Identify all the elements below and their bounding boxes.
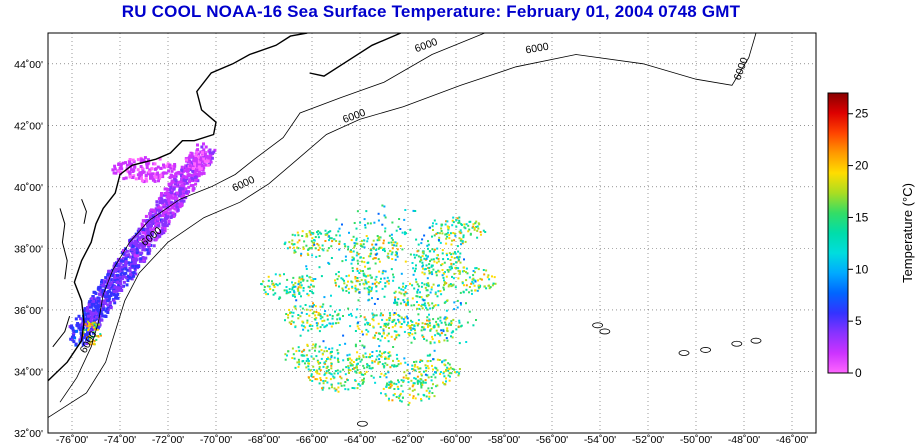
longitude-labels: -76˚00' -74˚00' -72˚00' -70˚00' -68˚00' -66˚0… bbox=[56, 434, 808, 446]
lat-tick-label: 34˚00' bbox=[14, 366, 43, 378]
depth-contours bbox=[48, 33, 757, 418]
lon-tick-label: -58˚00' bbox=[488, 434, 520, 446]
sst-data-layer bbox=[68, 142, 497, 406]
lat-tick-label: 36˚00' bbox=[14, 305, 43, 317]
colorbar-ticks: 0 5 10 15 20 25 bbox=[848, 107, 869, 380]
bay-outline bbox=[59, 208, 68, 280]
lon-tick-label: -46˚00' bbox=[776, 434, 808, 446]
island-outline bbox=[750, 337, 762, 344]
lon-tick-label: -66˚00' bbox=[296, 434, 328, 446]
temperature-colorbar: 0 5 10 15 20 25 Temperature (°C) bbox=[827, 92, 915, 380]
colorbar-tick-label: 20 bbox=[855, 159, 869, 173]
map-frame bbox=[47, 32, 817, 434]
lat-tick-label: 40˚00' bbox=[14, 182, 43, 194]
slope-contour bbox=[48, 33, 757, 418]
lon-tick-label: -62˚00' bbox=[392, 434, 424, 446]
island-outline bbox=[592, 322, 603, 329]
colorbar-tick-label: 5 bbox=[855, 314, 862, 328]
lon-tick-label: -50˚00' bbox=[680, 434, 712, 446]
bay-outline bbox=[52, 315, 71, 348]
lon-tick-label: -64˚00' bbox=[344, 434, 376, 446]
lon-tick-label: -54˚00' bbox=[584, 434, 616, 446]
lon-tick-label: -72˚00' bbox=[152, 434, 184, 446]
lon-tick-label: -48˚00' bbox=[728, 434, 760, 446]
lat-tick-label: 38˚00' bbox=[14, 243, 43, 255]
island-outline bbox=[678, 350, 690, 356]
map-title: RU COOL NOAA-16 Sea Surface Temperature:… bbox=[121, 2, 741, 21]
island-outline bbox=[700, 347, 711, 353]
lon-tick-label: -60˚00' bbox=[440, 434, 472, 446]
colorbar-title: Temperature (°C) bbox=[900, 183, 915, 283]
island-outline bbox=[731, 340, 743, 347]
colorbar-gradient bbox=[827, 92, 849, 374]
lat-tick-label: 44˚00' bbox=[14, 59, 43, 71]
lon-tick-label: -74˚00' bbox=[104, 434, 136, 446]
bay-outline bbox=[81, 199, 87, 224]
colorbar-tick-label: 25 bbox=[855, 107, 869, 121]
us-east-coastline bbox=[48, 33, 308, 382]
island-outline bbox=[599, 328, 611, 335]
latitude-labels: 32˚00' 34˚00' 36˚00' 38˚00' 40˚00' 42˚00' 44˚0… bbox=[14, 59, 43, 440]
lon-tick-label: -56˚00' bbox=[536, 434, 568, 446]
contour-label: 6000 bbox=[525, 41, 550, 57]
colorbar-tick-label: 10 bbox=[855, 262, 869, 276]
lon-tick-label: -70˚00' bbox=[200, 434, 232, 446]
nova-scotia-coastline bbox=[309, 33, 402, 77]
lon-tick-label: -68˚00' bbox=[248, 434, 280, 446]
colorbar-tick-label: 15 bbox=[855, 210, 869, 224]
island-outline bbox=[356, 420, 368, 427]
coastline bbox=[48, 33, 762, 427]
lon-tick-label: -52˚00' bbox=[632, 434, 664, 446]
shelf-contour bbox=[59, 33, 485, 403]
lat-tick-label: 32˚00' bbox=[14, 428, 43, 440]
lon-tick-label: -76˚00' bbox=[56, 434, 88, 446]
colorbar-tick-label: 0 bbox=[855, 366, 862, 380]
lat-tick-label: 42˚00' bbox=[14, 120, 43, 132]
